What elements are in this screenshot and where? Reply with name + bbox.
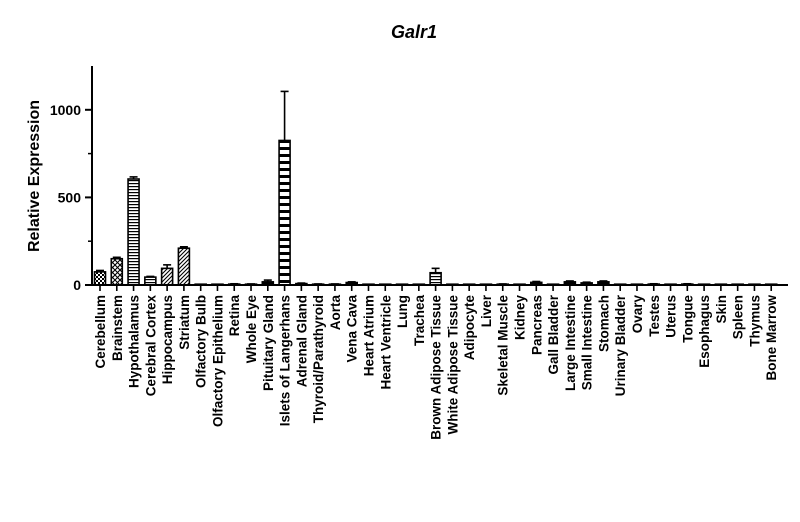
x-tick-label: Lung: [395, 295, 410, 328]
bar: [429, 271, 442, 286]
x-tick-label: Skeletal Muscle: [496, 295, 511, 396]
x-tick-label: Retina: [227, 295, 242, 337]
bar: [144, 276, 157, 286]
y-tick-label: 500: [58, 189, 82, 205]
x-tick-label: Thyroid/Parathyroid: [311, 295, 326, 423]
y-tick-label: 0: [73, 277, 81, 293]
bars-group: [93, 90, 778, 286]
bar: [278, 139, 291, 286]
x-axis: Cerebellum Brainstem Hypothalamus Cerebral …: [92, 284, 788, 440]
x-tick-label: Cerebellum: [93, 295, 108, 369]
bar: [160, 267, 174, 286]
y-axis: 0 500 1000: [50, 66, 93, 293]
x-tick-label: Aorta: [328, 295, 343, 331]
x-tick-label: Olfactory Epithelium: [210, 295, 225, 427]
x-tick-label: Striatum: [177, 295, 192, 350]
y-axis-label: Relative Expression: [26, 100, 43, 252]
x-tick-label: Large Intestine: [563, 295, 578, 392]
x-tick-label: Vena Cava: [345, 295, 360, 363]
x-tick-label: Uterus: [664, 295, 679, 338]
x-tick-label: Urinary Bladder: [613, 294, 628, 396]
bar: [110, 257, 124, 286]
x-tick-label: Testes: [647, 295, 662, 337]
x-tick-label: Skin: [714, 295, 729, 324]
x-tick-label: Thymus: [747, 295, 762, 347]
x-tick-label: Esophagus: [697, 295, 712, 368]
x-tick-label: Islets of Langerhans: [278, 295, 293, 426]
x-tick-label: Tongue: [680, 295, 695, 343]
x-tick-label: Brown Adipose Tissue: [429, 295, 444, 440]
x-tick-label: Hippocampus: [160, 295, 175, 384]
x-tick-label: Ovary: [630, 295, 645, 334]
chart-title: Galr1: [391, 22, 437, 42]
x-tick-label: Spleen: [731, 295, 746, 339]
x-tick-label: Cerebral Cortex: [143, 295, 158, 397]
x-tick-label: Brainstem: [110, 295, 125, 361]
bar: [127, 178, 140, 286]
x-tick-label: Small Intestine: [580, 295, 595, 391]
x-tick-label: White Adipose Tissue: [445, 295, 460, 435]
x-tick-label: Adipocyte: [462, 295, 477, 361]
x-tick-label: Kidney: [513, 295, 528, 341]
x-tick-label: Trachea: [412, 295, 427, 347]
x-tick-label: Heart Ventricle: [378, 295, 393, 390]
bar: [93, 271, 107, 286]
x-tick-label: Bone Marrow: [764, 295, 779, 381]
x-tick-label: Heart Atrium: [361, 295, 376, 376]
x-tick-label: Pituitary Gland: [261, 295, 276, 391]
x-tick-label: Hypothalamus: [127, 295, 142, 388]
bar: [177, 247, 191, 286]
x-tick-label: Pancreas: [529, 295, 544, 355]
x-tick-label: Whole Eye: [244, 295, 259, 364]
x-tick-label: Adrenal Gland: [294, 295, 309, 387]
x-tick-label: Liver: [479, 294, 494, 327]
x-tick-label: Olfactory Bulb: [194, 295, 209, 388]
x-tick-label: Gall Bladder: [546, 294, 561, 374]
x-tick-label: Stomach: [596, 295, 611, 352]
y-tick-label: 1000: [50, 102, 81, 118]
